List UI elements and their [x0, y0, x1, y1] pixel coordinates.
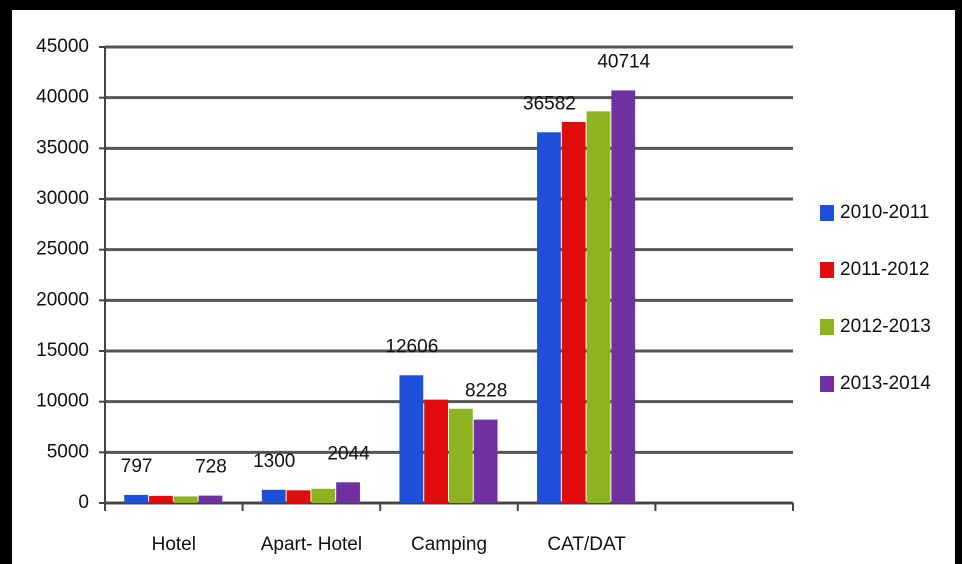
y-tick-label: 0 — [78, 492, 89, 513]
bar — [336, 482, 360, 503]
bar — [149, 495, 173, 503]
legend-swatch — [820, 319, 834, 335]
legend-swatch — [820, 205, 834, 221]
bar — [261, 489, 286, 503]
data-label: 8228 — [465, 381, 507, 402]
data-label: 728 — [195, 457, 227, 478]
bar — [311, 488, 336, 503]
bar — [611, 90, 636, 504]
y-tick-label: 40000 — [36, 87, 89, 108]
data-label: 36582 — [523, 93, 576, 114]
bar — [424, 399, 448, 503]
bar — [586, 111, 611, 503]
x-tick-label: Camping — [411, 534, 487, 555]
data-label: 40714 — [597, 51, 650, 72]
y-tick-label: 5000 — [47, 441, 89, 462]
bar — [399, 375, 424, 503]
bar — [173, 496, 198, 503]
bar — [124, 494, 149, 503]
x-tick-label: CAT/DAT — [547, 534, 626, 555]
y-tick-label: 30000 — [36, 188, 89, 209]
y-tick-label: 20000 — [36, 289, 89, 310]
bar — [198, 495, 223, 503]
data-label: 797 — [121, 456, 153, 477]
legend-label: 2013-2014 — [840, 373, 931, 394]
x-tick-label: Hotel — [152, 534, 196, 555]
legend-label: 2010-2011 — [840, 202, 929, 223]
legend-label: 2011-2012 — [840, 259, 929, 280]
y-tick-label: 10000 — [36, 391, 89, 412]
data-label: 2044 — [327, 443, 370, 464]
y-tick-label: 15000 — [36, 340, 89, 361]
bar — [537, 132, 561, 503]
y-tick-label: 25000 — [36, 239, 89, 260]
legend-label: 2012-2013 — [840, 316, 931, 337]
bar — [286, 490, 311, 503]
bar — [473, 419, 498, 503]
y-tick-label: 45000 — [36, 36, 89, 57]
x-tick-label: Apart- Hotel — [261, 534, 362, 555]
legend-swatch — [820, 376, 834, 392]
data-label: 1300 — [253, 451, 295, 472]
bar — [449, 408, 473, 503]
y-tick-label: 35000 — [36, 137, 89, 158]
data-label: 12606 — [385, 336, 438, 357]
legend-swatch — [820, 262, 834, 278]
bar — [561, 121, 586, 503]
